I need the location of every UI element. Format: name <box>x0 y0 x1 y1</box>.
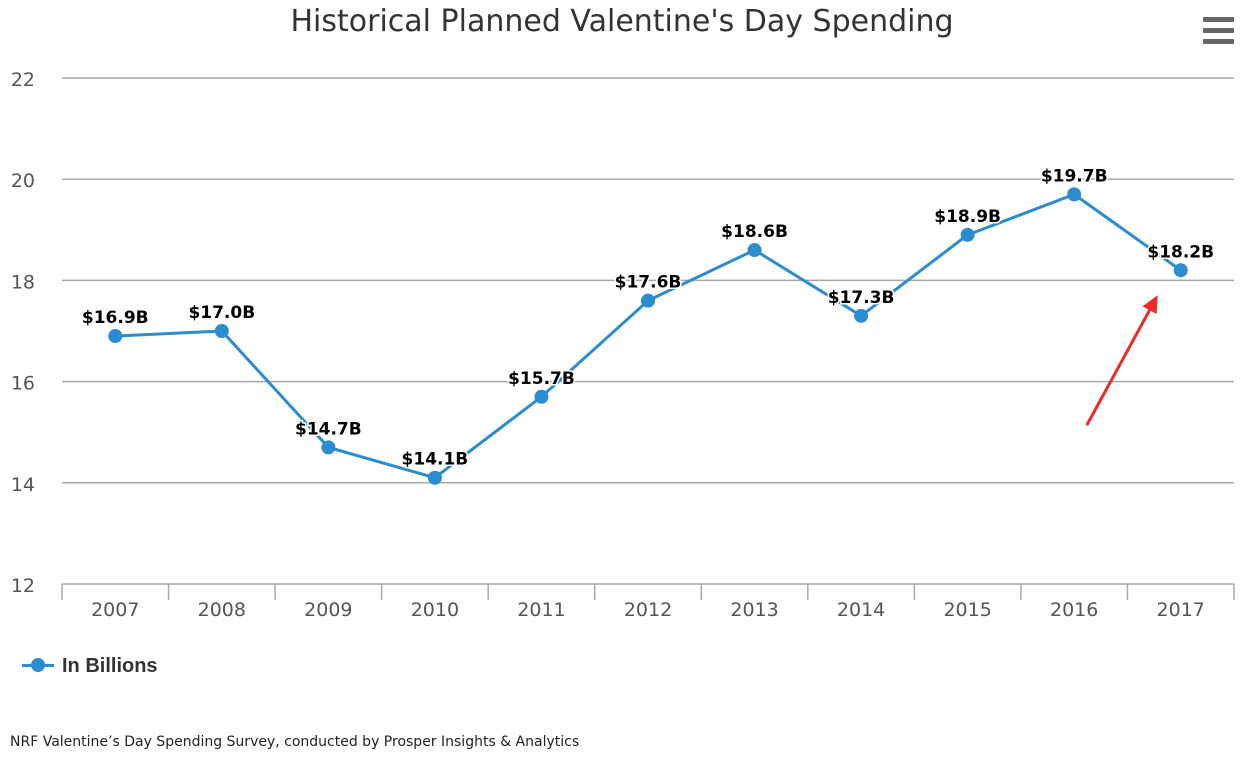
annotation-arrow-head <box>1142 295 1158 315</box>
data-label: $17.3B <box>828 288 895 308</box>
data-label: $16.9B <box>82 308 149 328</box>
x-tick-label: 2009 <box>304 599 352 621</box>
data-label: $19.7B <box>1041 166 1108 186</box>
data-point <box>747 243 762 258</box>
x-tick-label: 2017 <box>1157 599 1205 621</box>
data-label: $15.7B <box>508 369 575 389</box>
data-labels: $16.9B $17.0B $14.7B $14.1B $15.7B $17.6B $18.… <box>80 165 1215 471</box>
annotation <box>1085 295 1158 426</box>
y-tick-label: 18 <box>11 271 35 293</box>
legend-item-in-billions[interactable]: In Billions <box>22 652 158 680</box>
y-tick-label: 12 <box>11 575 35 597</box>
data-point <box>1173 263 1188 278</box>
data-label: $14.1B <box>402 450 469 470</box>
x-tick-label: 2011 <box>517 599 565 621</box>
data-point <box>960 227 975 242</box>
x-tick-label: 2013 <box>730 599 778 621</box>
credits-text: NRF Valentine’s Day Spending Survey, con… <box>10 734 580 750</box>
data-label: $17.6B <box>615 273 682 293</box>
legend-marker-icon <box>22 652 54 680</box>
data-point <box>854 308 869 323</box>
data-label: $18.6B <box>721 222 788 242</box>
x-tick-label: 2016 <box>1050 599 1098 621</box>
x-tick-label: 2012 <box>624 599 672 621</box>
x-axis: 2007 2008 2009 2010 2011 2012 2013 2014 2015 2016… <box>61 583 1235 621</box>
data-label: $18.2B <box>1147 242 1214 262</box>
chart-title: Historical Planned Valentine's Day Spend… <box>290 4 954 39</box>
grid-lines <box>62 77 1234 484</box>
y-tick-label: 16 <box>11 373 35 395</box>
series-in-billions <box>108 187 1188 485</box>
data-label: $18.9B <box>934 207 1001 227</box>
data-label: $14.7B <box>295 419 362 439</box>
data-point <box>214 324 229 338</box>
y-tick-label: 14 <box>11 474 35 496</box>
x-tick-label: 2014 <box>837 599 885 621</box>
data-point <box>321 440 336 455</box>
y-axis: 12 14 16 18 20 22 <box>11 69 35 597</box>
x-tick-label: 2015 <box>943 599 991 621</box>
x-tick-label: 2007 <box>91 599 139 621</box>
data-point <box>108 329 123 344</box>
annotation-arrow-line <box>1085 309 1151 426</box>
data-label: $17.0B <box>188 303 255 323</box>
legend-label: In Billions <box>62 654 158 677</box>
x-tick-label: 2010 <box>411 599 459 621</box>
data-point <box>427 470 442 485</box>
y-tick-label: 20 <box>11 170 35 192</box>
data-point <box>641 293 655 308</box>
hamburger-menu-icon[interactable] <box>1198 14 1238 48</box>
series-line <box>115 192 1182 480</box>
data-point <box>534 389 549 404</box>
data-point <box>1067 187 1082 202</box>
y-tick-label: 22 <box>11 69 35 91</box>
x-tick-label: 2008 <box>198 599 246 621</box>
